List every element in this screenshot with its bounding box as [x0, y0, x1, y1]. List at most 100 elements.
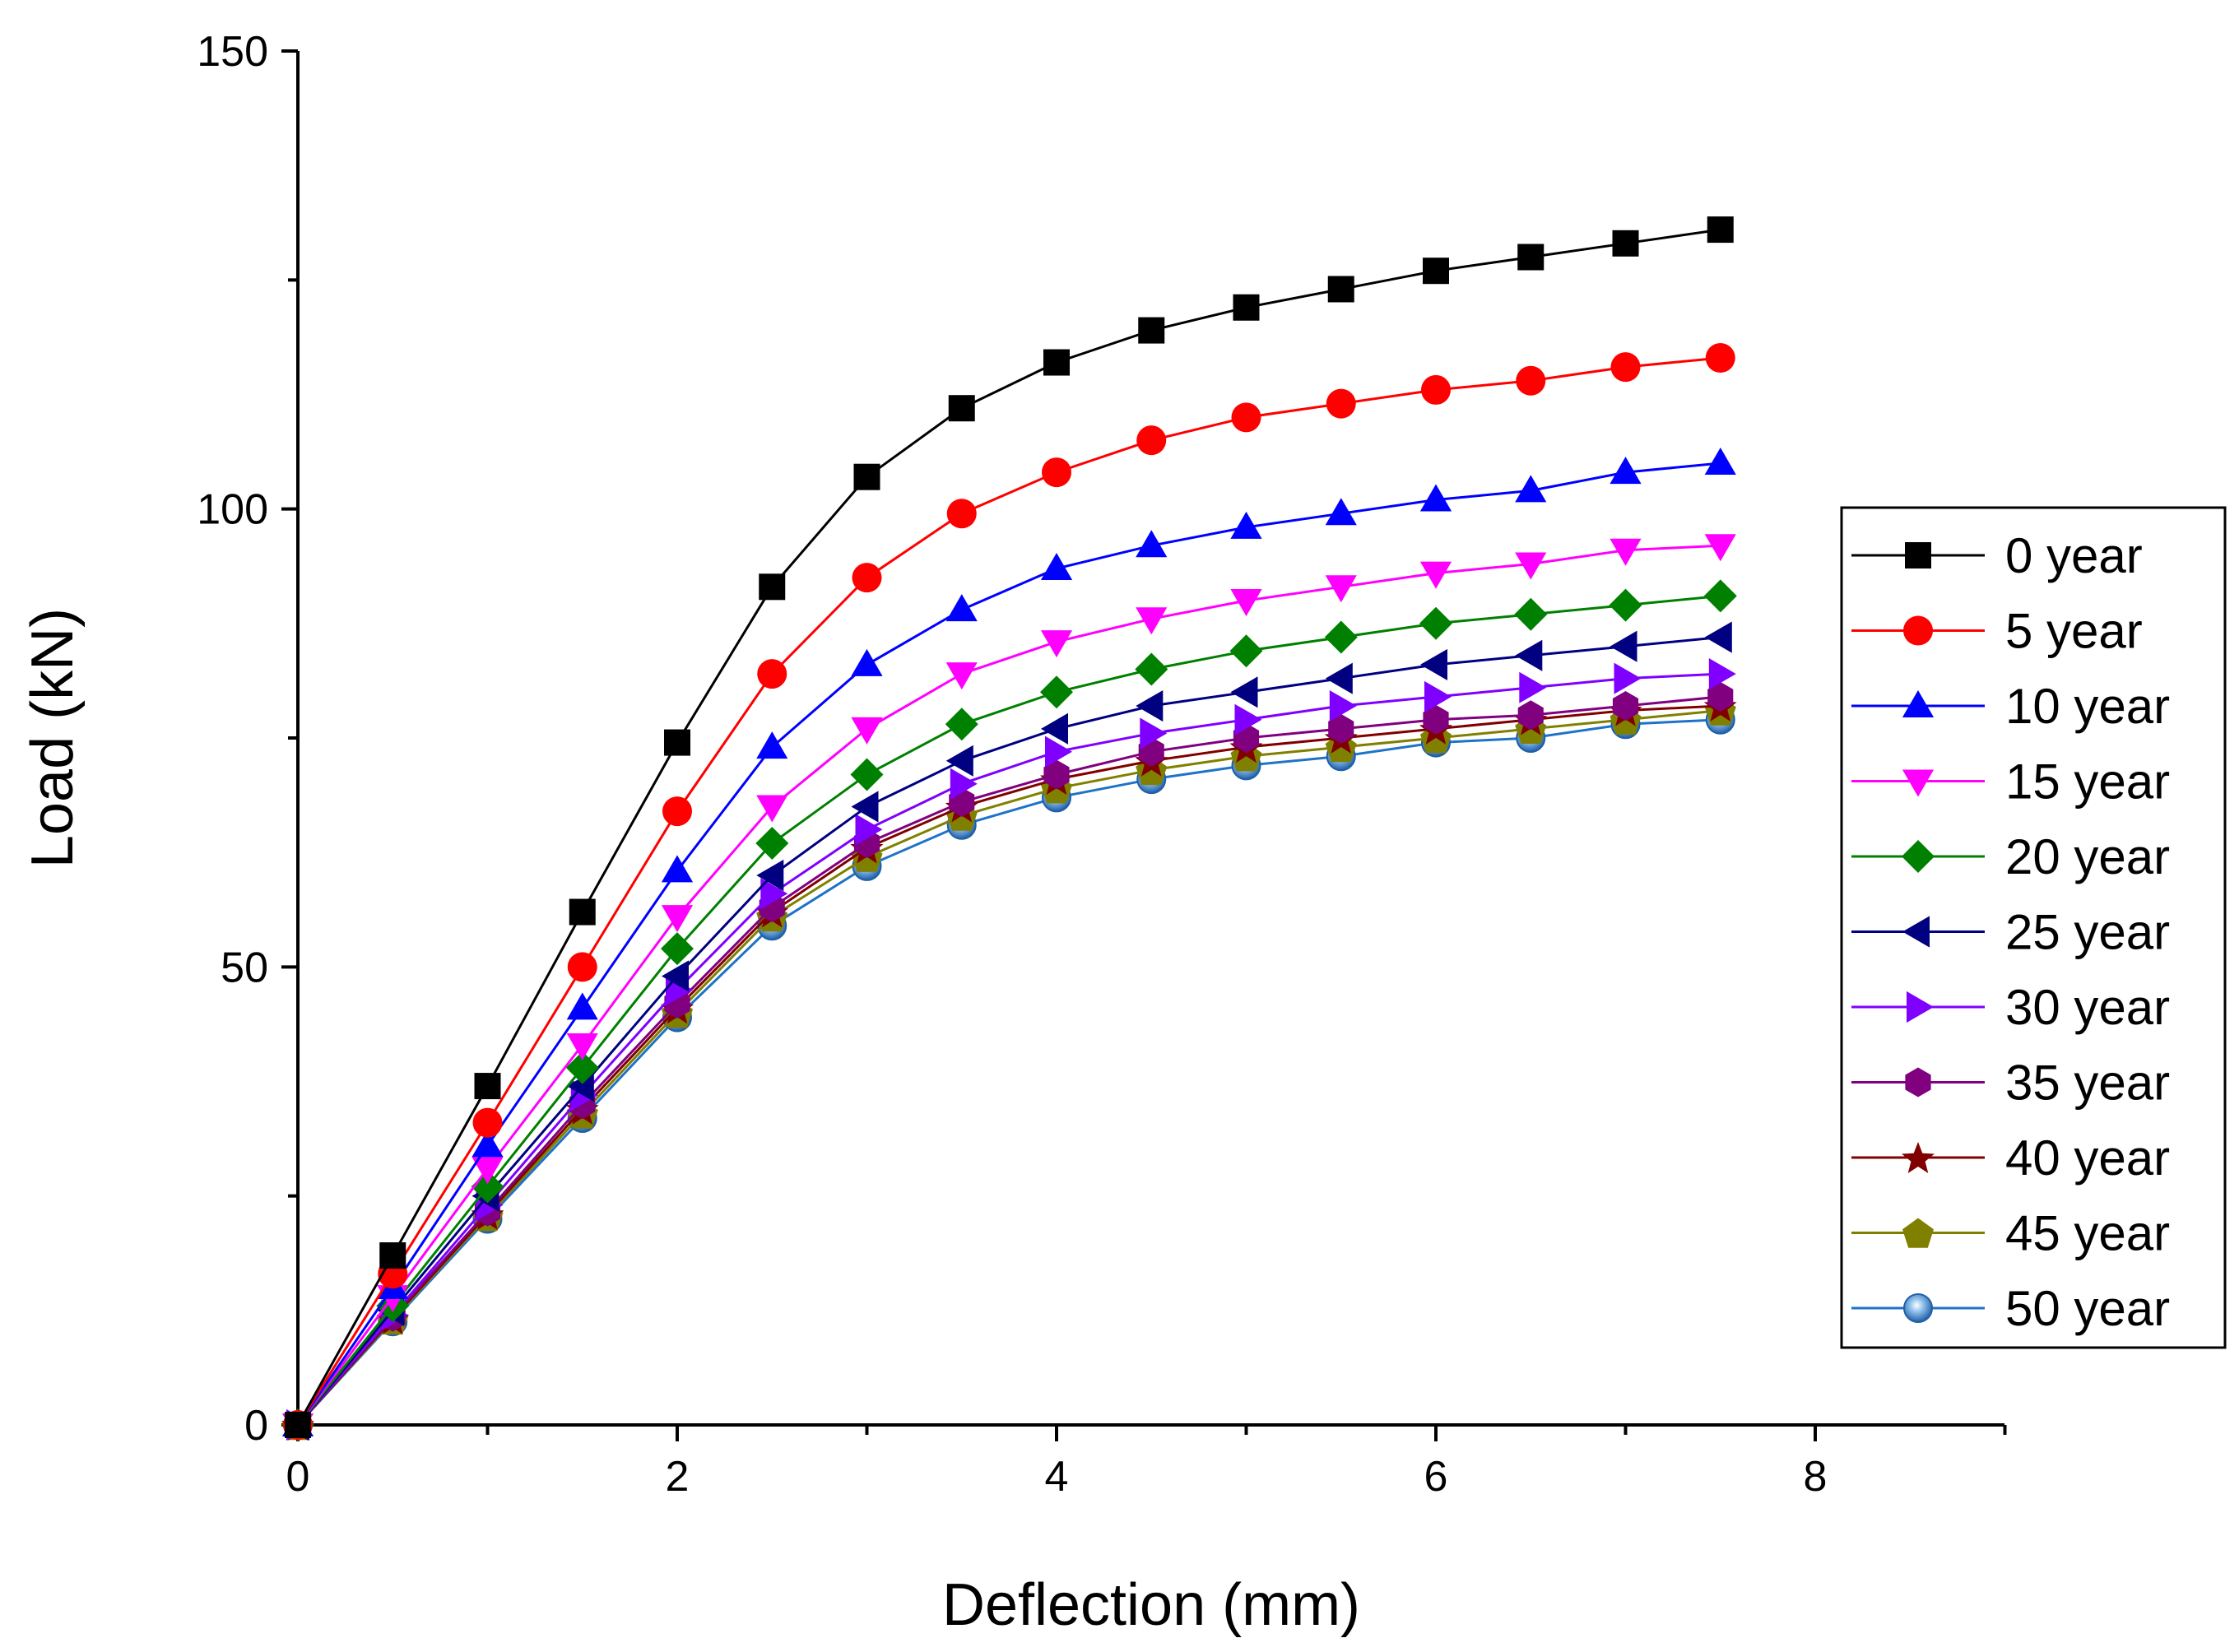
- legend-label: 20 year: [2005, 829, 2170, 884]
- data-point-5-year: [946, 499, 977, 529]
- legend-marker: [1903, 615, 1933, 646]
- data-point-35-year: [1612, 691, 1639, 721]
- data-point-20-year: [1229, 634, 1263, 668]
- series-0-year: [285, 216, 1734, 1438]
- data-point-0-year: [1707, 216, 1734, 244]
- data-point-10-year: [756, 731, 788, 759]
- legend-label: 5 year: [2005, 604, 2143, 659]
- data-point-30-year: [760, 878, 788, 910]
- data-point-30-year: [855, 814, 883, 846]
- data-point-5-year: [472, 1107, 503, 1138]
- data-point-20-year: [755, 827, 789, 860]
- legend-marker: [1907, 991, 1934, 1023]
- series-line-5-year: [296, 356, 1721, 1426]
- data-point-0-year: [1423, 258, 1449, 285]
- series-line-40-year: [296, 704, 1721, 1426]
- data-point-5-year: [1610, 352, 1641, 383]
- legend-item-30-year: 30 year: [1851, 980, 2170, 1035]
- legend-marker: [1905, 542, 1931, 568]
- legend-marker: [1902, 1142, 1935, 1173]
- data-point-5-year: [1042, 457, 1071, 488]
- data-point-30-year: [950, 768, 978, 800]
- legend-marker: [1903, 1293, 1933, 1323]
- data-point-35-year: [1423, 704, 1449, 735]
- legend-label: 0 year: [2005, 528, 2143, 583]
- axis-ticks: 0 2 4 6 8 0 50 100 150: [197, 28, 2007, 1501]
- legend-item-5-year: 5 year: [1851, 604, 2143, 659]
- series-15-year: [281, 534, 1736, 1441]
- series-line-45-year: [296, 709, 1721, 1427]
- data-point-35-year: [1517, 700, 1544, 731]
- data-point-10-year: [1610, 457, 1642, 485]
- x-tick-label: 4: [1045, 1453, 1069, 1501]
- series-line-20-year: [296, 594, 1721, 1426]
- data-point-10-year: [1419, 484, 1452, 512]
- series-line-25-year: [296, 636, 1721, 1426]
- data-point-10-year: [1136, 530, 1168, 558]
- legend-label: 30 year: [2005, 980, 2170, 1035]
- series-25-year: [282, 621, 1732, 1441]
- data-point-15-year: [1419, 561, 1452, 589]
- legend-item-45-year: 45 year: [1851, 1206, 2170, 1261]
- legend-label: 40 year: [2005, 1130, 2170, 1186]
- data-point-0-year: [1138, 317, 1165, 344]
- data-point-15-year: [1136, 607, 1168, 635]
- data-point-15-year: [945, 662, 978, 690]
- series-line-30-year: [296, 672, 1721, 1426]
- data-point-30-year: [1424, 680, 1452, 712]
- data-point-15-year: [1325, 575, 1357, 603]
- y-tick-label: 0: [244, 1402, 268, 1450]
- data-point-10-year: [1040, 553, 1073, 580]
- data-point-20-year: [565, 1051, 599, 1084]
- data-point-10-year: [851, 648, 883, 676]
- data-point-0-year: [948, 395, 975, 422]
- data-point-5-year: [1421, 374, 1451, 405]
- y-axis-title: Load (kN): [20, 608, 86, 868]
- data-point-25-year: [1136, 690, 1164, 722]
- x-tick-label: 8: [1804, 1453, 1828, 1501]
- y-tick-label: 150: [197, 28, 268, 76]
- data-point-5-year: [1136, 425, 1167, 456]
- data-point-25-year: [1515, 639, 1543, 671]
- data-point-15-year: [1610, 538, 1642, 566]
- data-point-10-year: [471, 1130, 504, 1158]
- legend-marker: [1902, 916, 1930, 948]
- data-point-25-year: [851, 791, 879, 823]
- data-point-15-year: [661, 905, 694, 933]
- legend-item-0-year: 0 year: [1851, 528, 2143, 583]
- data-point-25-year: [945, 745, 973, 777]
- legend-label: 10 year: [2005, 679, 2170, 734]
- series-5-year: [283, 342, 1735, 1440]
- data-point-10-year: [1515, 475, 1547, 503]
- legend-item-10-year: 10 year: [1851, 679, 2170, 734]
- data-point-20-year: [661, 932, 694, 966]
- data-point-20-year: [1324, 620, 1358, 654]
- legend: 0 year 5 year 10 year 15 year 20 year 25 year…: [1840, 506, 2227, 1349]
- data-point-0-year: [1327, 276, 1354, 303]
- data-point-20-year: [1040, 675, 1073, 709]
- data-point-0-year: [474, 1073, 501, 1100]
- data-point-15-year: [1230, 589, 1262, 616]
- data-point-25-year: [1610, 630, 1637, 662]
- legend-marker: [1902, 1218, 1934, 1248]
- data-point-10-year: [661, 855, 694, 883]
- data-point-35-year: [1707, 681, 1734, 712]
- data-point-25-year: [1704, 621, 1732, 653]
- data-point-30-year: [1140, 717, 1168, 749]
- data-point-10-year: [1325, 498, 1357, 526]
- legend-marker: [1902, 769, 1935, 797]
- series-layer: [281, 216, 1737, 1441]
- series-line-10-year: [296, 462, 1721, 1426]
- data-point-20-year: [1135, 652, 1168, 686]
- x-tick-label: 6: [1424, 1453, 1448, 1501]
- data-point-20-year: [945, 708, 978, 741]
- x-tick-label: 0: [286, 1453, 310, 1501]
- data-point-25-year: [756, 859, 784, 892]
- data-point-5-year: [1516, 365, 1546, 396]
- data-point-30-year: [1708, 658, 1736, 690]
- data-point-10-year: [566, 992, 598, 1020]
- data-point-0-year: [569, 898, 596, 926]
- data-point-25-year: [662, 960, 689, 992]
- data-point-20-year: [1514, 597, 1548, 631]
- data-point-20-year: [1609, 588, 1642, 622]
